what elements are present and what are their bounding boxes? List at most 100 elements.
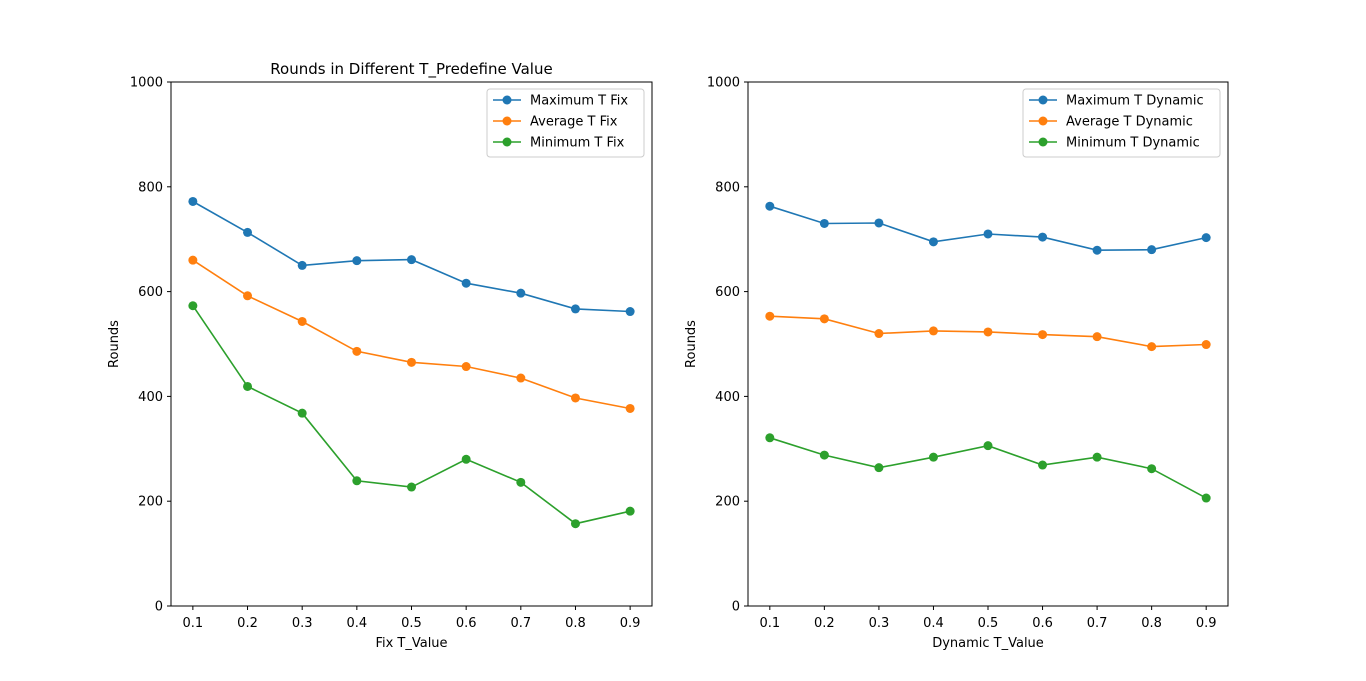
data-point — [874, 463, 884, 473]
x-tick-label: 0.6 — [456, 616, 477, 631]
data-point — [570, 393, 580, 403]
x-tick-label: 0.5 — [978, 616, 999, 631]
data-point — [874, 329, 884, 339]
x-tick-label: 0.7 — [510, 616, 531, 631]
x-tick-label: 0.2 — [237, 616, 258, 631]
x-tick-label: 0.1 — [759, 616, 780, 631]
data-point — [516, 288, 526, 298]
legend-label: Average T Fix — [530, 115, 618, 130]
series-line-1 — [769, 205, 1207, 252]
data-point — [765, 201, 775, 211]
data-point — [1038, 460, 1048, 470]
x-tick-label: 0.4 — [923, 616, 944, 631]
x-axis-label: Dynamic T_Value — [932, 636, 1044, 651]
legend-label: Maximum T Dynamic — [1066, 94, 1204, 109]
legend-label: Minimum T Dynamic — [1066, 136, 1200, 151]
legend-label: Average T Dynamic — [1066, 115, 1193, 130]
data-point — [765, 311, 775, 321]
legend-label: Minimum T Fix — [530, 136, 625, 151]
data-point — [625, 307, 635, 317]
data-point — [516, 477, 526, 487]
x-tick-label: 0.6 — [1032, 616, 1053, 631]
data-point — [188, 196, 198, 206]
data-point — [1147, 245, 1157, 255]
data-point — [352, 476, 362, 486]
x-tick-label: 0.9 — [1196, 616, 1217, 631]
chart-dynamic-t-value: Dynamic T_Value Rounds 0.1 0.2 0.3 0.4 0.5 0.… — [684, 76, 1229, 651]
data-point — [765, 433, 775, 443]
data-point — [1147, 464, 1157, 474]
x-tick-label: 0.3 — [869, 616, 890, 631]
y-tick-label: 800 — [138, 180, 163, 195]
data-point — [928, 452, 938, 462]
y-tick-label: 1000 — [707, 76, 740, 91]
x-tick-label: 0.4 — [346, 616, 367, 631]
data-point — [570, 519, 580, 529]
data-point — [1038, 330, 1048, 340]
y-tick-label: 1000 — [130, 76, 163, 91]
y-tick-label: 0 — [732, 600, 740, 615]
series-line-2 — [192, 259, 631, 410]
legend: Maximum T Dynamic Average T Dynamic Minimu… — [1022, 88, 1221, 158]
data-point — [819, 450, 829, 460]
y-tick-label: 600 — [138, 285, 163, 300]
data-point — [407, 482, 416, 492]
chart-fix-t-value: Rounds in Different T_Predefine Value Fi… — [107, 60, 653, 651]
data-point — [1201, 233, 1211, 243]
data-point — [352, 256, 362, 266]
data-point — [874, 218, 884, 228]
data-point — [297, 316, 307, 326]
data-point — [1092, 452, 1102, 462]
data-point — [243, 227, 253, 237]
data-point — [461, 278, 471, 288]
data-point — [188, 255, 198, 265]
legend-marker — [502, 116, 512, 126]
data-point — [819, 218, 829, 228]
x-tick-label: 0.3 — [292, 616, 313, 631]
data-point — [1038, 232, 1048, 242]
x-axis-label: Fix T_Value — [375, 636, 447, 651]
data-point — [461, 362, 471, 372]
plot-frame — [170, 81, 653, 607]
data-point — [297, 408, 307, 418]
x-tick-label: 0.5 — [401, 616, 422, 631]
x-tick-label: 0.2 — [814, 616, 835, 631]
data-point — [407, 255, 416, 265]
y-tick-label: 400 — [138, 390, 163, 405]
data-point — [297, 260, 307, 270]
data-point — [516, 373, 526, 383]
y-tick-label: 200 — [715, 495, 740, 510]
data-point — [1147, 342, 1157, 352]
data-point — [983, 441, 993, 451]
legend-label: Maximum T Fix — [530, 94, 628, 109]
data-point — [819, 314, 829, 324]
y-axis-label: Rounds — [107, 320, 122, 368]
data-point — [1201, 493, 1211, 503]
data-point — [928, 237, 938, 247]
x-tick-label: 0.8 — [1141, 616, 1162, 631]
data-point — [625, 403, 635, 413]
data-point — [928, 326, 938, 336]
plot-frame — [747, 81, 1229, 607]
y-tick-label: 0 — [155, 600, 163, 615]
legend-marker — [1038, 95, 1048, 105]
x-tick-label: 0.8 — [565, 616, 586, 631]
data-point — [570, 304, 580, 314]
chart-title: Rounds in Different T_Predefine Value — [270, 60, 552, 79]
legend-marker — [502, 95, 512, 105]
legend: Maximum T Fix Average T Fix Minimum T Fix — [486, 88, 645, 158]
data-point — [1092, 332, 1102, 342]
y-tick-label: 200 — [138, 495, 163, 510]
data-point — [983, 327, 993, 337]
y-axis-label: Rounds — [684, 320, 699, 368]
data-point — [188, 301, 198, 311]
data-point — [407, 357, 416, 367]
y-tick-label: 400 — [715, 390, 740, 405]
legend-marker — [502, 137, 512, 147]
legend-box — [486, 88, 645, 158]
data-point — [243, 291, 253, 301]
legend-marker — [1038, 116, 1048, 126]
x-tick-label: 0.7 — [1087, 616, 1108, 631]
data-point — [1201, 340, 1211, 350]
